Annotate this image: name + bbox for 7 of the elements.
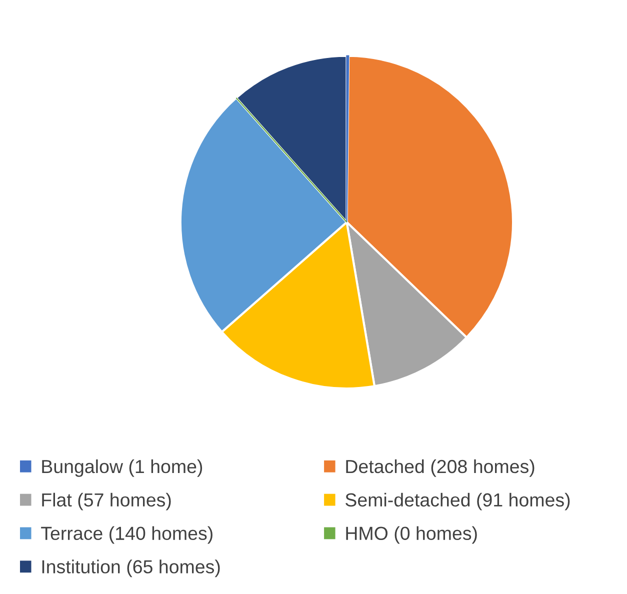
legend-label: Bungalow (1 home) (42, 459, 202, 477)
legend-label: HMO (0 homes) (346, 526, 477, 544)
legend-label: Semi-detached (91 homes) (346, 492, 570, 510)
legend-label: Institution (65 homes) (42, 560, 220, 578)
legend-label: Detached (208 homes) (346, 459, 534, 477)
legend-label: Terrace (140 homes) (41, 526, 212, 544)
legend-label: Flat (57 homes) (42, 492, 171, 510)
